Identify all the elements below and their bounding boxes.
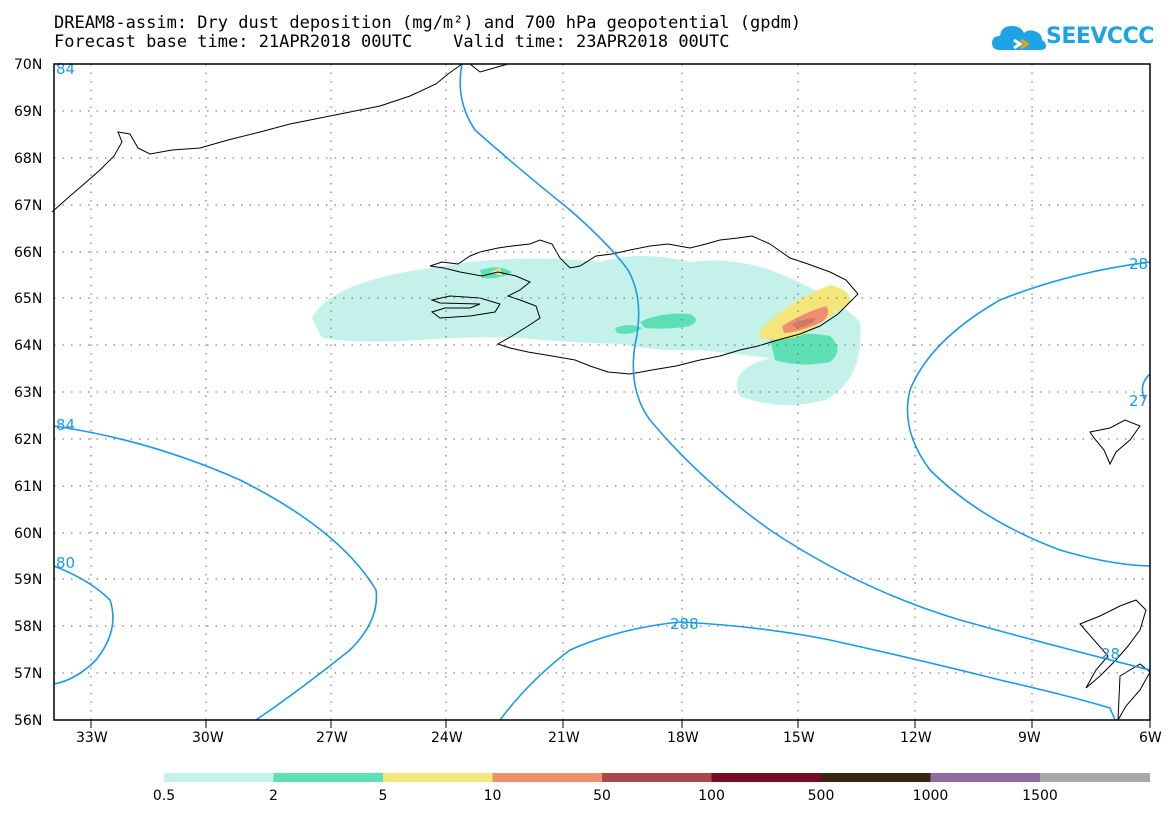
contour-line-284-north <box>459 63 1151 671</box>
lon-label: 21W <box>548 730 580 746</box>
logo-text: SEEVCCC <box>1046 24 1154 49</box>
contour-label: 27 <box>1129 392 1148 410</box>
cloud-icon <box>992 26 1046 50</box>
geopotential-contours <box>53 63 1151 721</box>
lat-label: 63N <box>14 385 42 401</box>
colorbar-label: 500 <box>808 788 835 804</box>
lat-label: 62N <box>14 432 42 448</box>
colorbar-label: 5 <box>379 788 388 804</box>
colorbar-label: 10 <box>484 788 502 804</box>
greenland-coastline <box>51 63 509 213</box>
lat-label: 58N <box>14 619 42 635</box>
lon-label: 6W <box>1139 730 1162 746</box>
lat-label: 60N <box>14 526 42 542</box>
latitude-labels: 70N 69N 68N 67N 66N 65N 64N 63N 62N 61N … <box>14 57 42 729</box>
colorbar-swatch <box>602 773 712 782</box>
dust-deposition-shading <box>312 256 861 406</box>
colorbar-swatch <box>821 773 931 782</box>
colorbar-label: 1000 <box>913 788 949 804</box>
forecast-time-line: Forecast base time: 21APR2018 00UTC Vali… <box>54 32 730 52</box>
colorbar-label: 100 <box>698 788 725 804</box>
map-title: DREAM8-assim: Dry dust deposition (mg/m²… <box>54 13 802 33</box>
colorbar-swatch <box>383 773 493 782</box>
lon-label: 15W <box>783 730 815 746</box>
lon-label: 30W <box>192 730 224 746</box>
lat-label: 56N <box>14 713 42 729</box>
lat-label: 64N <box>14 338 42 354</box>
colorbar-swatch <box>711 773 822 782</box>
lon-label: 33W <box>76 730 108 746</box>
colorbar: 0.5 2 5 10 50 100 500 1000 1500 <box>153 773 1150 804</box>
axis-ticks <box>90 720 1151 728</box>
lat-lon-grid <box>54 64 1150 720</box>
colorbar-label: 0.5 <box>153 788 175 804</box>
lon-label: 24W <box>431 730 463 746</box>
lon-label: 27W <box>316 730 348 746</box>
lat-label: 67N <box>14 198 42 214</box>
contour-line-27 <box>1141 373 1151 401</box>
lat-label: 57N <box>14 666 42 682</box>
contour-label: 84 <box>56 416 75 434</box>
seevccc-logo: SEEVCCC <box>990 18 1154 58</box>
colorbar-swatch <box>1040 773 1150 782</box>
contour-label: 80 <box>56 554 75 572</box>
colorbar-label: 1500 <box>1022 788 1058 804</box>
lat-label: 59N <box>14 572 42 588</box>
lat-label: 65N <box>14 291 42 307</box>
contour-label: 288 <box>670 615 699 633</box>
lat-label: 66N <box>14 245 42 261</box>
longitude-labels: 33W 30W 27W 24W 21W 18W 15W 12W 9W 6W <box>76 730 1162 746</box>
lon-label: 18W <box>667 730 699 746</box>
lat-label: 68N <box>14 151 42 167</box>
contour-label: 28 <box>1101 645 1120 663</box>
lat-label: 69N <box>14 104 42 120</box>
contour-line-284-west <box>53 425 378 721</box>
lat-label: 70N <box>14 57 42 73</box>
colorbar-label: 50 <box>593 788 611 804</box>
contour-line-28-east <box>906 261 1151 567</box>
lon-label: 12W <box>900 730 932 746</box>
colorbar-label: 2 <box>269 788 278 804</box>
contour-line-288 <box>499 621 1116 721</box>
contour-label: 84 <box>56 60 75 78</box>
map-frame <box>53 63 1151 721</box>
colorbar-swatch <box>273 773 384 782</box>
contour-line-280 <box>53 565 114 685</box>
colorbar-swatch <box>164 773 274 782</box>
lat-label: 61N <box>14 479 42 495</box>
contour-label: 28 <box>1129 255 1148 273</box>
east-coastline <box>1079 419 1151 721</box>
colorbar-swatch <box>930 773 1041 782</box>
colorbar-swatch <box>492 773 603 782</box>
lon-label: 9W <box>1018 730 1041 746</box>
